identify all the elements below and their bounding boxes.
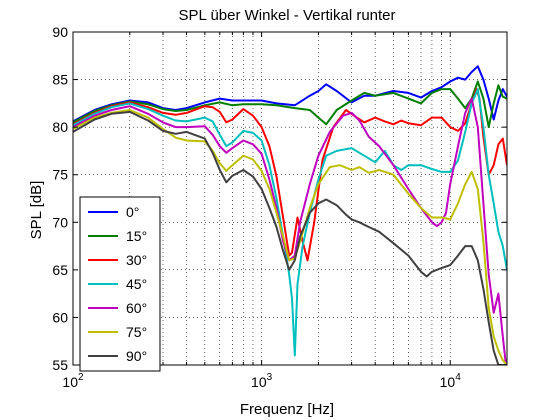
y-tick-label: 65 [52, 262, 68, 278]
y-tick-label: 75 [52, 167, 68, 183]
y-tick-label: 80 [52, 119, 68, 135]
series-line [73, 109, 507, 365]
x-tick-label: 103 [251, 372, 273, 390]
y-axis-label: SPL [dB] [28, 181, 45, 240]
x-tick-label: 102 [62, 372, 84, 390]
plot-frame [72, 31, 508, 366]
legend-label: 45° [126, 276, 147, 292]
series-line [73, 97, 507, 365]
y-tick-label: 70 [52, 214, 68, 230]
legend-label: 0° [126, 204, 139, 220]
series-line [73, 110, 507, 365]
x-tick-label: 104 [440, 372, 462, 390]
legend-label: 90° [126, 348, 147, 364]
series-line [73, 65, 507, 123]
legend-label: 60° [126, 300, 147, 316]
x-axis-label: Frequenz [Hz] [240, 401, 334, 418]
legend-label: 30° [126, 252, 147, 268]
legend-label: 15° [126, 228, 147, 244]
legend: 0° 15° 30° 45° 60° 75° 90° [79, 196, 161, 372]
series-line [73, 80, 507, 129]
y-tick-label: 55 [52, 357, 68, 373]
legend-label: 75° [126, 324, 147, 340]
y-tick-label: 85 [52, 72, 68, 88]
y-tick-label: 90 [52, 24, 68, 40]
series-lines [73, 65, 507, 365]
chart-title: SPL über Winkel - Vertikal runter [178, 7, 395, 24]
y-tick-label: 60 [52, 309, 68, 325]
